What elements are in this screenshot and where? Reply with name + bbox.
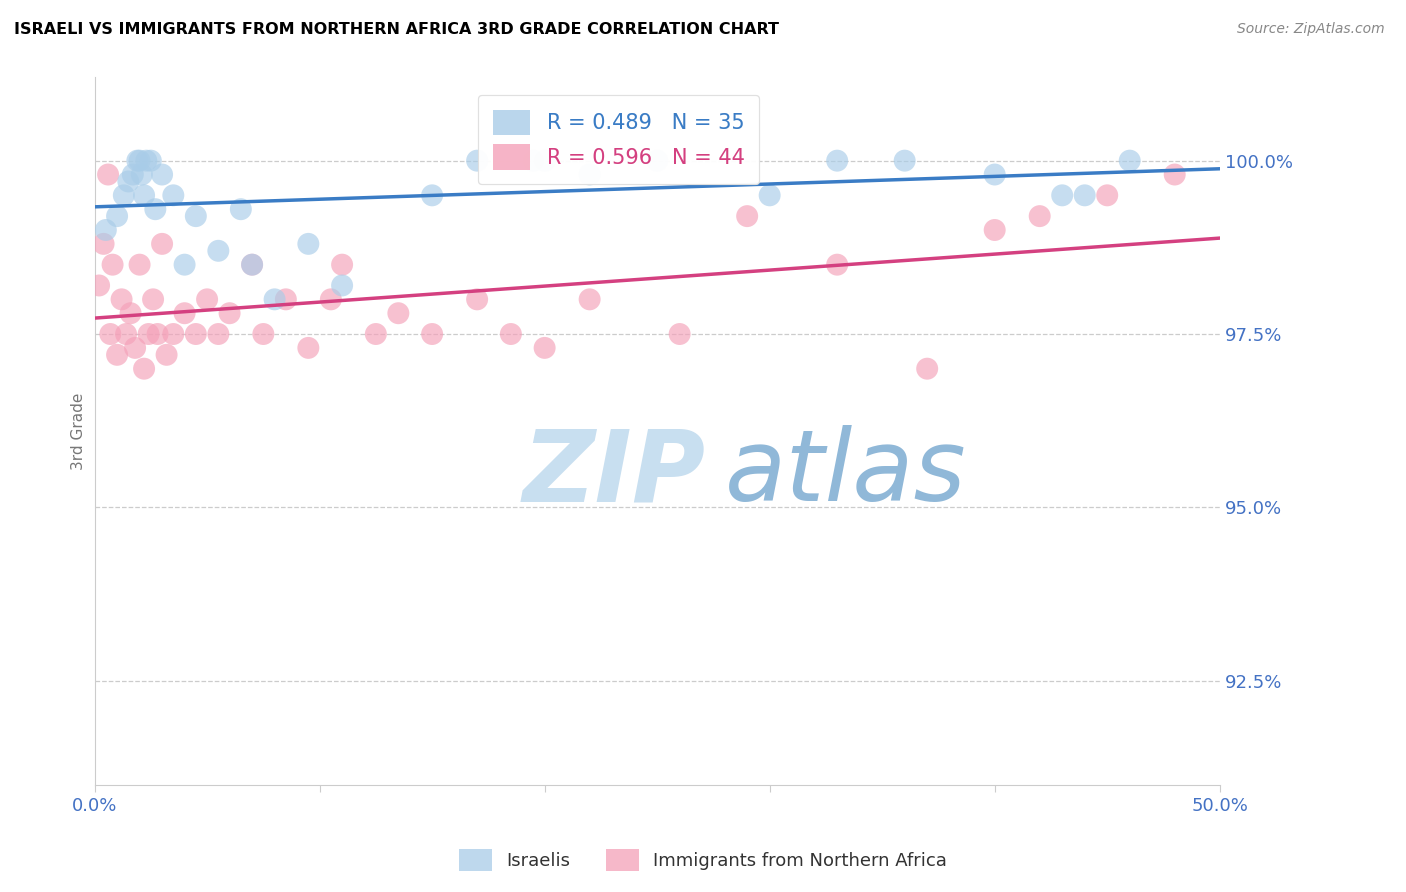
Point [1095,188,1118,202]
Point [1118,153,1140,168]
Point [155,348,177,362]
Point [131,168,153,182]
Point [983,223,1005,237]
Point [533,341,555,355]
Point [263,293,285,307]
Point [150,168,173,182]
Point [735,209,758,223]
Point [121,168,143,182]
Point [420,326,443,341]
Point [93,236,115,251]
Point [98,326,121,341]
Text: Source: ZipAtlas.com: Source: ZipAtlas.com [1237,22,1385,37]
Point [387,306,409,320]
Point [465,153,488,168]
Point [758,188,780,202]
Point [143,202,166,217]
Text: atlas: atlas [724,425,966,522]
Point [97,168,120,182]
Point [825,258,848,272]
Point [1028,209,1050,223]
Point [112,188,135,202]
Point [150,236,173,251]
Point [252,326,274,341]
Point [128,153,150,168]
Point [578,168,600,182]
Point [146,326,169,341]
Point [297,341,319,355]
Point [120,306,142,320]
Point [893,153,915,168]
Point [138,326,160,341]
Point [297,236,319,251]
Point [132,361,155,376]
Point [274,293,297,307]
Point [162,188,184,202]
Text: ZIP: ZIP [522,425,706,522]
Point [87,278,110,293]
Point [499,326,522,341]
Point [142,293,165,307]
Point [240,258,263,272]
Point [645,153,668,168]
Point [983,168,1005,182]
Point [218,306,240,320]
Point [578,293,600,307]
Point [420,188,443,202]
Point [128,258,150,272]
Point [330,278,353,293]
Point [184,326,207,341]
Point [195,293,218,307]
Point [319,293,342,307]
Point [115,326,138,341]
Point [162,326,184,341]
Point [127,153,149,168]
Point [124,341,146,355]
Point [330,258,353,272]
Legend: Israelis, Immigrants from Northern Africa: Israelis, Immigrants from Northern Afric… [451,842,955,879]
Point [207,326,229,341]
Point [825,153,848,168]
Point [101,258,124,272]
Point [1164,168,1187,182]
Point [117,174,139,188]
Point [184,209,207,223]
Y-axis label: 3rd Grade: 3rd Grade [72,392,86,470]
Point [668,326,690,341]
Point [465,293,488,307]
Point [110,293,132,307]
Point [105,209,128,223]
Point [533,153,555,168]
Legend: R = 0.489   N = 35, R = 0.596   N = 44: R = 0.489 N = 35, R = 0.596 N = 44 [478,95,759,185]
Point [173,258,195,272]
Point [94,223,117,237]
Point [1073,188,1095,202]
Point [1050,188,1073,202]
Point [132,188,155,202]
Point [135,153,157,168]
Point [105,348,128,362]
Point [139,153,162,168]
Point [229,202,252,217]
Text: ISRAELI VS IMMIGRANTS FROM NORTHERN AFRICA 3RD GRADE CORRELATION CHART: ISRAELI VS IMMIGRANTS FROM NORTHERN AFRI… [14,22,779,37]
Point [522,153,544,168]
Point [173,306,195,320]
Point [207,244,229,258]
Point [915,361,938,376]
Point [364,326,387,341]
Point [240,258,263,272]
